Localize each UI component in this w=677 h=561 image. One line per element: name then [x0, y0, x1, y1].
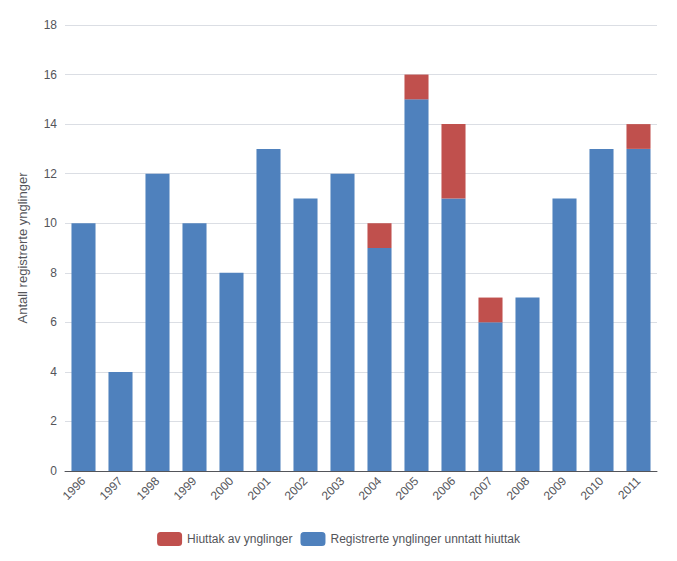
svg-text:8: 8	[50, 266, 57, 280]
svg-text:6: 6	[50, 315, 57, 329]
svg-text:2002: 2002	[282, 474, 311, 503]
svg-text:2003: 2003	[319, 474, 348, 503]
svg-text:2006: 2006	[430, 474, 459, 503]
svg-text:12: 12	[44, 167, 58, 181]
svg-text:2001: 2001	[245, 474, 274, 503]
svg-text:1996: 1996	[60, 474, 89, 503]
svg-text:2004: 2004	[356, 474, 385, 503]
svg-text:1999: 1999	[171, 474, 200, 503]
svg-text:2000: 2000	[208, 474, 237, 503]
svg-text:16: 16	[44, 68, 58, 82]
svg-text:Hiuttak av ynglinger: Hiuttak av ynglinger	[187, 532, 292, 546]
svg-text:2005: 2005	[393, 474, 422, 503]
svg-text:2008: 2008	[504, 474, 533, 503]
svg-text:10: 10	[44, 216, 58, 230]
svg-text:14: 14	[44, 117, 58, 131]
svg-text:2011: 2011	[615, 474, 643, 502]
svg-text:2010: 2010	[578, 474, 607, 503]
svg-text:2009: 2009	[541, 474, 570, 503]
svg-text:1998: 1998	[134, 474, 163, 503]
svg-text:Registrerte ynglinger unntatt: Registrerte ynglinger unntatt hiuttak	[330, 532, 520, 546]
svg-text:2007: 2007	[467, 474, 496, 503]
svg-text:18: 18	[44, 18, 58, 32]
svg-text:2: 2	[50, 414, 57, 428]
svg-text:0: 0	[50, 464, 57, 478]
svg-text:Antall registrerte ynglinger: Antall registrerte ynglinger	[15, 172, 30, 324]
svg-text:1997: 1997	[97, 474, 126, 503]
svg-text:4: 4	[50, 365, 57, 379]
